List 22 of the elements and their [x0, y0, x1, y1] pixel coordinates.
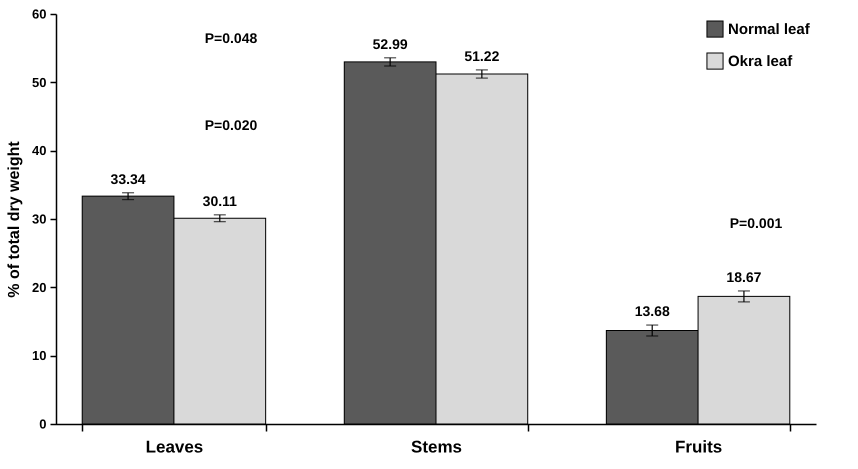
data-label: 30.11	[202, 192, 238, 209]
y-tick-label: 30	[32, 212, 46, 226]
data-label: 13.68	[634, 303, 670, 320]
data-label: 52.99	[372, 36, 408, 52]
y-tick-label: 20	[32, 280, 46, 295]
x-tick-label: Fruits	[674, 438, 722, 456]
annotation: P=0.001	[730, 215, 782, 231]
data-label: 33.34	[110, 170, 146, 187]
x-tick-label: Stems	[410, 438, 462, 456]
y-tick-label: 60	[32, 6, 46, 22]
data-label: 18.67	[726, 268, 762, 285]
y-axis-title: % of total dry weight	[6, 140, 24, 298]
legend-label: Okra leaf	[728, 53, 794, 70]
annotation: P=0.020	[204, 117, 258, 133]
y-tick-label: 40	[32, 143, 46, 158]
data-label: 51.22	[464, 48, 500, 64]
y-tick-label: 50	[32, 74, 46, 90]
y-tick-label: 10	[32, 348, 46, 364]
annotation: P=0.048	[204, 30, 258, 46]
y-tick-label: 0	[39, 416, 46, 432]
legend-label: Normal leaf	[728, 21, 811, 38]
x-tick-label: Leaves	[146, 438, 204, 456]
